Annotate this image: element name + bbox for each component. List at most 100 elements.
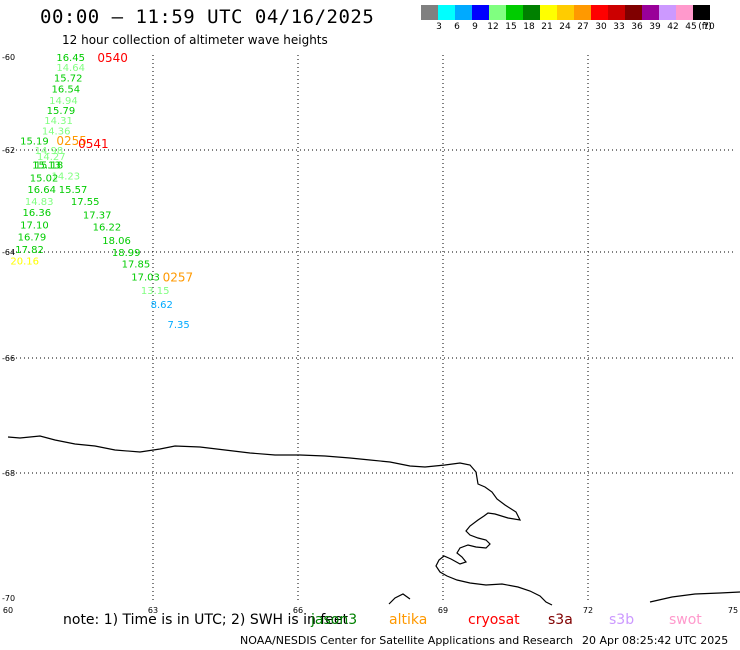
legend-label: 27 [577, 22, 589, 32]
wave-height-value: 17.10 [20, 220, 49, 231]
wave-height-value: 8.62 [151, 300, 173, 311]
legend-label: 15 [505, 22, 517, 32]
note: note: 1) Time is in UTC; 2) SWH is in fe… [63, 612, 702, 628]
wave-height-value: 16.54 [52, 85, 81, 96]
legend-swatch [540, 5, 557, 20]
antarctic-coastline [7, 435, 553, 606]
lat-tick-label: -60 [2, 53, 15, 62]
wave-height-value: 14.31 [44, 116, 73, 127]
legend-label: 3 [436, 22, 442, 32]
lat-tick-label: -68 [2, 469, 15, 478]
legend-swatch [421, 5, 438, 20]
legend-swatch [574, 5, 591, 20]
legend-label: 9 [472, 22, 478, 32]
wave-height-value: 14.94 [49, 96, 78, 107]
wave-height-value: 14.83 [25, 197, 54, 208]
page-title: 00:00 – 11:59 UTC 04/16/2025 [40, 6, 375, 28]
legend-label: 42 [667, 22, 679, 32]
axis-ticks: 60 63 66 69 72 75 -60 -62 -64 -66 -68 -70 [2, 53, 738, 615]
lat-tick-label: -66 [2, 354, 15, 363]
wave-height-value: 14.64 [56, 63, 85, 74]
legend-label: 70 [703, 22, 715, 32]
legend-swatch [489, 5, 506, 20]
legend-swatch [608, 5, 625, 20]
legend-swatch [557, 5, 574, 20]
wave-height-value: 15.13 [32, 160, 61, 171]
wave-height-value: 14.23 [52, 172, 81, 183]
legend-label: 45 [685, 22, 697, 32]
coastline [7, 435, 740, 606]
lon-tick-label: 69 [438, 606, 448, 615]
satellite-altika: altika [389, 612, 428, 628]
legend-swatch [676, 5, 693, 20]
page-subtitle: 12 hour collection of altimeter wave hei… [62, 33, 328, 47]
legend-swatch [455, 5, 472, 20]
legend-label: 21 [541, 22, 553, 32]
satellite-cryosat: cryosat [468, 612, 520, 628]
legend-swatch [625, 5, 642, 20]
lon-tick-label: 72 [583, 606, 593, 615]
legend-swatch [642, 5, 659, 20]
wave-height-value: 15.57 [59, 185, 88, 196]
wave-height-value: 17.55 [71, 197, 100, 208]
legend-swatches [421, 5, 727, 20]
lon-tick-label: 66 [293, 606, 303, 615]
legend-label: 30 [595, 22, 607, 32]
legend-swatch [659, 5, 676, 20]
legend-labels: 3 6 9 12 15 18 21 24 27 30 33 36 39 42 45 70 (ft) [421, 20, 727, 34]
wave-height-value: 16.64 [27, 185, 56, 196]
coastline-segment-west [388, 593, 411, 605]
footer-credit: NOAA/NESDIS Center for Satellite Applica… [240, 634, 574, 647]
pass-time-label: 0540 [97, 51, 128, 65]
legend-label: 12 [487, 22, 499, 32]
wave-height-value: 16.79 [18, 233, 47, 244]
coastline-segment-east [649, 591, 740, 603]
wave-height-value: 7.35 [168, 320, 190, 331]
footer-timestamp: 20 Apr 08:25:42 UTC 2025 [582, 634, 729, 647]
wave-height-value: 15.72 [54, 73, 83, 84]
legend-swatch [472, 5, 489, 20]
lat-tick-label: -62 [2, 146, 15, 155]
wave-height-value: 16.45 [56, 53, 85, 64]
wave-height-value: 14.27 [37, 152, 66, 163]
lon-tick-label: 60 [3, 606, 13, 615]
wave-height-value: 17.82 [15, 245, 44, 256]
legend-swatch [693, 5, 710, 20]
satellite-s3b: s3b [609, 612, 635, 628]
wave-height-value: 13.15 [141, 286, 170, 297]
satellite-swot: swot [669, 612, 702, 628]
graticule [8, 55, 735, 603]
color-legend: 3 6 9 12 15 18 21 24 27 30 33 36 39 42 45 70 (ft) [421, 5, 727, 39]
satellite-s3a: s3a [548, 612, 573, 628]
wave-height-value: 17.85 [122, 260, 151, 271]
legend-swatch [438, 5, 455, 20]
lat-tick-label: -70 [2, 594, 15, 603]
pass-time-label: 0541 [78, 137, 109, 151]
observation-labels: 16.4514.6415.7216.5414.9415.7914.3114.36… [10, 53, 189, 331]
wave-height-value: 18.06 [102, 236, 131, 247]
legend-label: 18 [523, 22, 535, 32]
wave-height-value: 18.99 [112, 248, 141, 259]
pass-time-label: 0255 [56, 134, 87, 148]
lon-tick-label: 75 [728, 606, 738, 615]
wave-height-value: 15.18 [35, 160, 64, 171]
legend-swatch [506, 5, 523, 20]
note-text: note: 1) Time is in UTC; 2) SWH is in fe… [63, 612, 349, 628]
wave-height-value: 20.16 [10, 256, 39, 267]
legend-label: 24 [559, 22, 571, 32]
wave-height-value: 17.37 [83, 210, 112, 221]
satellite-jason3: jason3 [311, 612, 358, 628]
pass-time-label: 0257 [163, 270, 194, 284]
legend-label: 33 [613, 22, 625, 32]
wave-height-value: 16.36 [23, 208, 52, 219]
wave-height-value: 14.98 [35, 146, 64, 157]
lat-tick-label: -64 [2, 248, 15, 257]
wave-height-value: 15.79 [47, 106, 76, 117]
wave-height-value: 16.22 [93, 223, 122, 234]
legend-label: 6 [454, 22, 460, 32]
legend-swatch [523, 5, 540, 20]
lon-tick-label: 63 [148, 606, 158, 615]
legend-swatch [591, 5, 608, 20]
